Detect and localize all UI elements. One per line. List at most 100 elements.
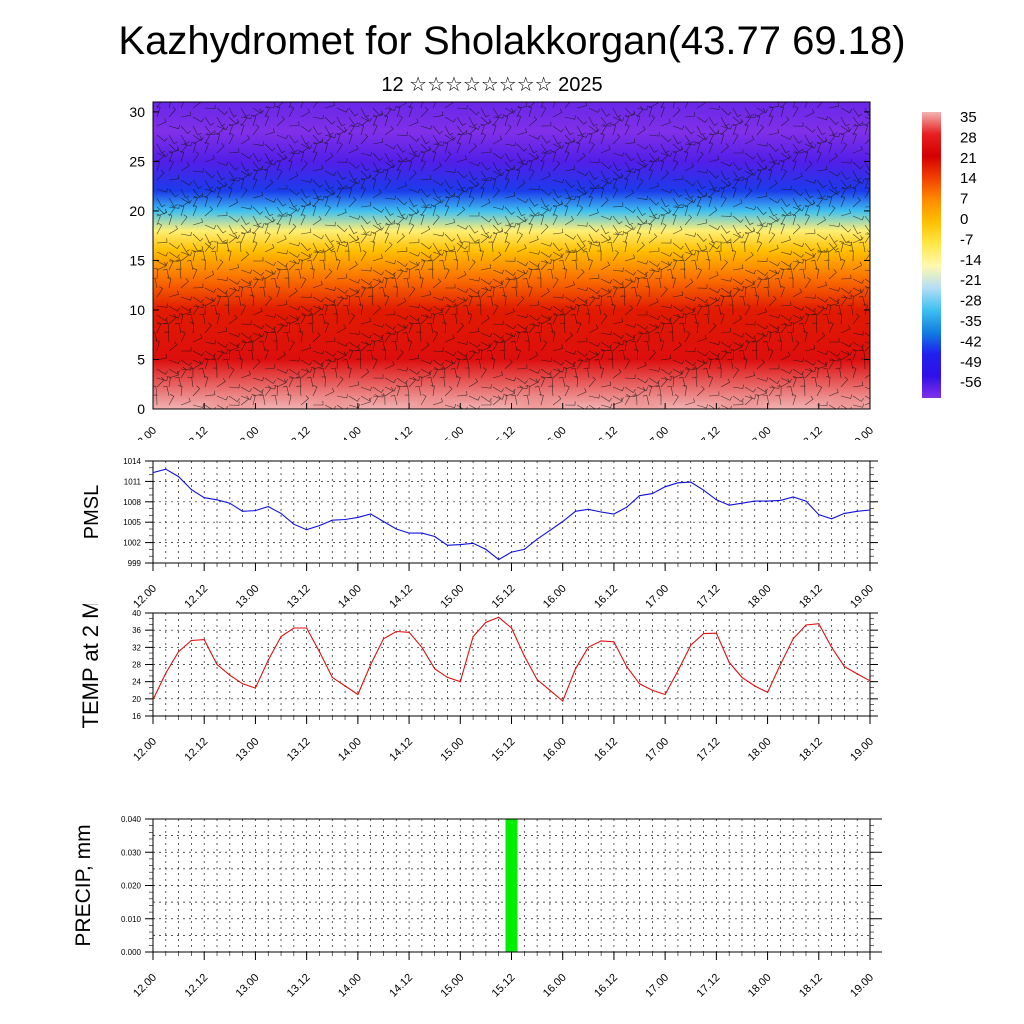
- temp-point: [357, 693, 359, 696]
- pmsl-point: [242, 510, 244, 512]
- temp-point: [613, 641, 615, 643]
- pmsl-point: [190, 489, 192, 491]
- temp-point: [485, 621, 487, 623]
- precip-y-tick-label-0.010: 0.010: [121, 915, 142, 924]
- y-tick-label-25: 25: [129, 153, 145, 169]
- temp-point: [549, 689, 551, 691]
- pmsl-point: [767, 500, 769, 502]
- precip-x-tick-label-6: 15.00: [438, 972, 466, 1000]
- colorbar-label-11: -42: [960, 333, 982, 350]
- pmsl-point: [843, 512, 846, 514]
- colorbar-label-0: 35: [960, 109, 977, 126]
- temp-point: [267, 659, 269, 661]
- precip-y-tick-label-0.040: 0.040: [121, 815, 142, 824]
- temp-y-tick-label-36: 36: [132, 626, 141, 635]
- pmsl-point: [792, 496, 794, 498]
- temp-point: [408, 631, 410, 633]
- temp-point: [293, 627, 295, 629]
- temp-point: [203, 639, 205, 641]
- pmsl-y-tick-label-1002: 1002: [123, 539, 141, 548]
- cross-section-panel: 0 5 10 15 20 25 30 12.00 12.12 13.00 13.12 14.00 14.…: [129, 101, 982, 440]
- x-tick-label-0: 12.00: [131, 425, 159, 440]
- pmsl-point: [703, 489, 705, 491]
- pmsl-point: [370, 513, 372, 515]
- warm-surface-area-0: [181, 347, 278, 409]
- temp-point: [562, 700, 564, 702]
- temp-point: [831, 646, 833, 648]
- pmsl-point: [779, 499, 782, 501]
- wind-barbs: [153, 102, 870, 409]
- precip-x-tick-label-3: 13.12: [285, 972, 313, 1000]
- temp-point: [216, 663, 218, 666]
- temp-x-tick-label-13: 18.12: [797, 736, 825, 764]
- pmsl-y-tick-label-1005: 1005: [123, 518, 141, 527]
- pmsl-point: [690, 481, 692, 483]
- pmsl-point: [395, 528, 397, 530]
- temp-x-tick-label-6: 15.00: [438, 736, 466, 764]
- temp-point: [677, 670, 679, 672]
- temp-y-tick-label-32: 32: [132, 643, 141, 652]
- pmsl-point: [421, 532, 423, 534]
- pmsl-frame: [152, 460, 871, 564]
- pmsl-point: [485, 548, 487, 550]
- pmsl-point: [331, 519, 333, 521]
- temp-point: [446, 676, 449, 678]
- warm-surface-area-3: [489, 347, 586, 409]
- pmsl-point: [357, 516, 359, 518]
- x-tick-label-9: 16.12: [592, 425, 620, 440]
- temp-point: [395, 630, 397, 633]
- temp-point: [459, 681, 461, 683]
- temp-point: [280, 636, 282, 638]
- pmsl-point: [152, 472, 154, 474]
- temp-point: [779, 663, 782, 666]
- precip-ylabel: PRECIP, mm: [72, 824, 95, 946]
- y-tick-label-30: 30: [129, 104, 145, 120]
- temp-point: [600, 640, 602, 642]
- precip-bar-0: [505, 819, 518, 952]
- temp-point: [254, 687, 256, 689]
- temp-point: [370, 663, 372, 666]
- pmsl-point: [280, 512, 282, 514]
- pmsl-point: [664, 486, 666, 488]
- x-tick-label-8: 16.00: [541, 425, 569, 440]
- colorbar-label-6: -7: [960, 231, 973, 248]
- x-tick-label-3: 13.12: [285, 425, 313, 440]
- temp-point: [344, 685, 346, 687]
- pmsl-y-tick-label-1008: 1008: [123, 498, 141, 507]
- warm-surface-area-4: [591, 347, 688, 409]
- pmsl-point: [728, 504, 730, 506]
- temp-point: [805, 624, 807, 626]
- precip-x-tick-label-14: 19.00: [848, 972, 876, 1000]
- temp-y-tick-label-20: 20: [132, 695, 141, 704]
- temp-series-line: [152, 616, 871, 702]
- colorbar-label-3: 14: [960, 170, 977, 187]
- pmsl-point: [651, 493, 653, 495]
- pmsl-point: [523, 548, 525, 550]
- pmsl-point: [472, 542, 474, 544]
- precip-x-tick-label-2: 13.00: [234, 972, 262, 1000]
- precip-x-tick-label-8: 16.00: [541, 972, 569, 1000]
- pmsl-point: [626, 506, 628, 508]
- x-tick-label-6: 15.00: [438, 425, 466, 440]
- pmsl-point: [203, 497, 205, 499]
- x-tick-label-7: 15.12: [490, 425, 518, 440]
- temp-point: [690, 644, 692, 646]
- pmsl-point: [613, 513, 615, 515]
- temp-point: [638, 683, 641, 685]
- x-tick-label-4: 14.00: [336, 425, 364, 440]
- colorbar-label-1: 28: [960, 129, 977, 146]
- temp-y-tick-label-40: 40: [132, 609, 141, 618]
- pmsl-point: [498, 559, 500, 561]
- pmsl-point: [344, 518, 346, 521]
- temp-point: [715, 632, 718, 634]
- temp-point: [242, 683, 244, 685]
- temp-point: [574, 668, 577, 670]
- pmsl-point: [459, 544, 461, 546]
- colorbar-label-9: -28: [960, 293, 982, 310]
- pmsl-y-tick-label-999: 999: [128, 559, 142, 568]
- pmsl-point: [638, 495, 641, 497]
- precip-y-tick-label-0.020: 0.020: [121, 882, 142, 891]
- pmsl-point: [318, 525, 320, 527]
- y-tick-label-0: 0: [137, 401, 145, 417]
